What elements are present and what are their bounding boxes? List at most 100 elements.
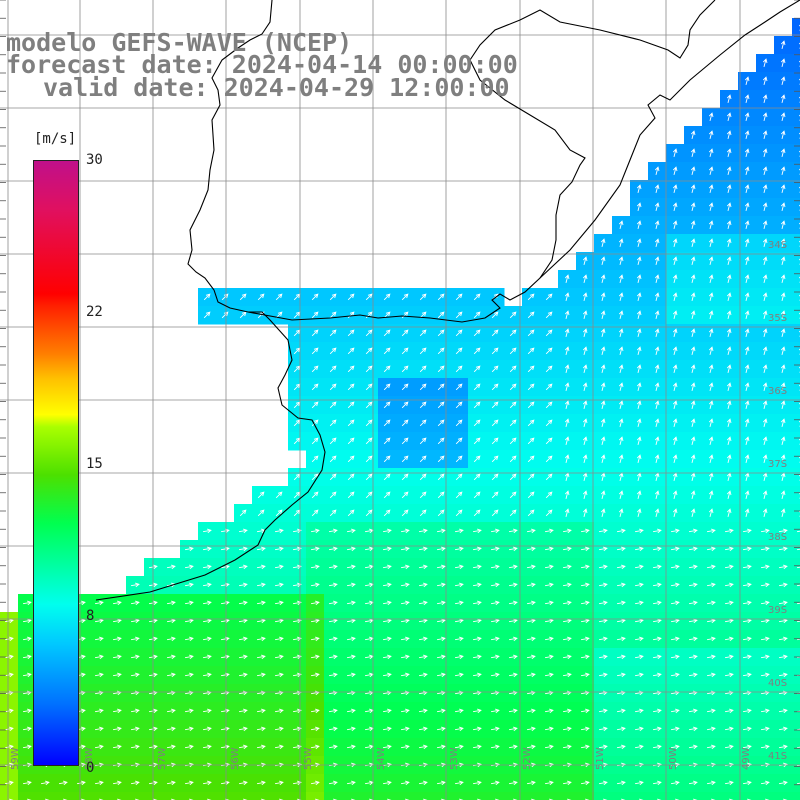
wind-arrow <box>672 454 678 463</box>
wind-arrow <box>636 220 642 229</box>
wind-arrow <box>238 780 248 786</box>
wind-arrow <box>436 780 446 786</box>
wind-arrow <box>491 437 499 445</box>
wind-arrow <box>616 780 626 786</box>
wind-arrow <box>564 508 570 517</box>
wind-arrow <box>238 672 248 678</box>
wind-arrow <box>780 454 786 463</box>
wind-arrow <box>279 798 284 800</box>
wind-arrow <box>202 600 212 606</box>
wind-arrow <box>184 618 194 624</box>
wind-cell <box>792 540 800 559</box>
wind-arrow <box>527 347 535 355</box>
wind-arrow <box>508 600 518 606</box>
wind-arrow <box>508 618 518 624</box>
wind-arrow <box>598 744 608 750</box>
wind-arrow <box>256 546 266 552</box>
wind-arrow <box>744 130 750 139</box>
wind-arrow <box>311 437 319 445</box>
wind-arrow <box>545 347 553 355</box>
wind-arrow <box>672 508 678 517</box>
wind-cell <box>792 486 800 505</box>
wind-arrow <box>526 726 536 732</box>
wind-arrow <box>580 744 590 750</box>
wind-arrow <box>780 76 786 85</box>
wind-arrow <box>473 491 481 499</box>
wind-arrow <box>436 654 446 660</box>
wind-arrow <box>724 618 734 624</box>
wind-arrow <box>491 401 499 409</box>
wind-arrow <box>346 582 356 588</box>
wind-arrow <box>202 726 212 732</box>
wind-arrow <box>706 618 716 624</box>
wind-arrow <box>202 744 212 750</box>
wind-arrow <box>688 708 698 714</box>
wind-arrow <box>238 528 248 534</box>
wind-arrow <box>418 600 428 606</box>
wind-arrow <box>652 708 662 714</box>
wind-arrow <box>742 672 752 678</box>
wind-arrow <box>184 744 194 750</box>
wind-arrow <box>780 40 786 49</box>
wind-arrow <box>509 455 517 463</box>
wind-arrow <box>472 564 482 570</box>
wind-arrow <box>436 600 446 606</box>
wind-arrow <box>708 256 714 265</box>
wind-arrow <box>600 328 606 337</box>
wind-arrow <box>616 726 626 732</box>
wind-arrow <box>726 238 732 247</box>
wind-arrow <box>508 744 518 750</box>
wind-arrow <box>726 256 732 265</box>
wind-arrow <box>508 636 518 642</box>
wind-arrow <box>220 744 230 750</box>
wind-arrow <box>256 708 266 714</box>
wind-arrow <box>796 566 800 569</box>
wind-arrow <box>491 329 499 337</box>
wind-arrow <box>688 744 698 750</box>
wind-arrow <box>508 528 518 534</box>
wind-arrow <box>454 780 464 786</box>
wind-arrow <box>690 418 696 427</box>
wind-cell <box>792 558 800 577</box>
wind-arrow <box>762 310 768 319</box>
wind-arrow <box>400 564 410 570</box>
wind-arrow <box>672 184 678 193</box>
wind-arrow <box>603 798 608 800</box>
wind-arrow <box>672 418 678 427</box>
wind-arrow <box>582 256 588 265</box>
wind-arrow <box>762 274 768 283</box>
wind-arrow <box>562 708 572 714</box>
wind-arrow <box>490 780 500 786</box>
wind-arrow <box>652 726 662 732</box>
lat-label: 36S <box>768 386 787 397</box>
wind-arrow <box>545 311 553 319</box>
wind-arrow <box>598 780 608 786</box>
wind-arrow <box>780 202 786 211</box>
wind-arrow <box>726 382 732 391</box>
wind-arrow <box>383 491 391 499</box>
wind-arrow <box>22 744 32 750</box>
wind-arrow <box>455 437 463 445</box>
wind-arrow <box>243 798 248 800</box>
wind-arrow <box>708 382 714 391</box>
wind-arrow <box>382 654 392 660</box>
wind-arrow <box>654 418 660 427</box>
wind-arrow <box>618 220 624 229</box>
wind-arrow <box>491 383 499 391</box>
wind-arrow <box>437 329 445 337</box>
wind-arrow <box>311 419 319 427</box>
wind-arrow <box>473 293 481 301</box>
wind-arrow <box>490 528 500 534</box>
wind-arrow <box>564 454 570 463</box>
wind-arrow <box>22 780 32 786</box>
wind-arrow <box>742 654 752 660</box>
wind-arrow <box>130 654 140 660</box>
wind-arrow <box>796 602 800 605</box>
wind-arrow <box>762 364 768 373</box>
wind-arrow <box>112 600 122 606</box>
wind-arrow <box>274 726 284 732</box>
wind-arrow <box>672 166 678 175</box>
wind-arrow <box>419 293 427 301</box>
wind-arrow <box>455 329 463 337</box>
